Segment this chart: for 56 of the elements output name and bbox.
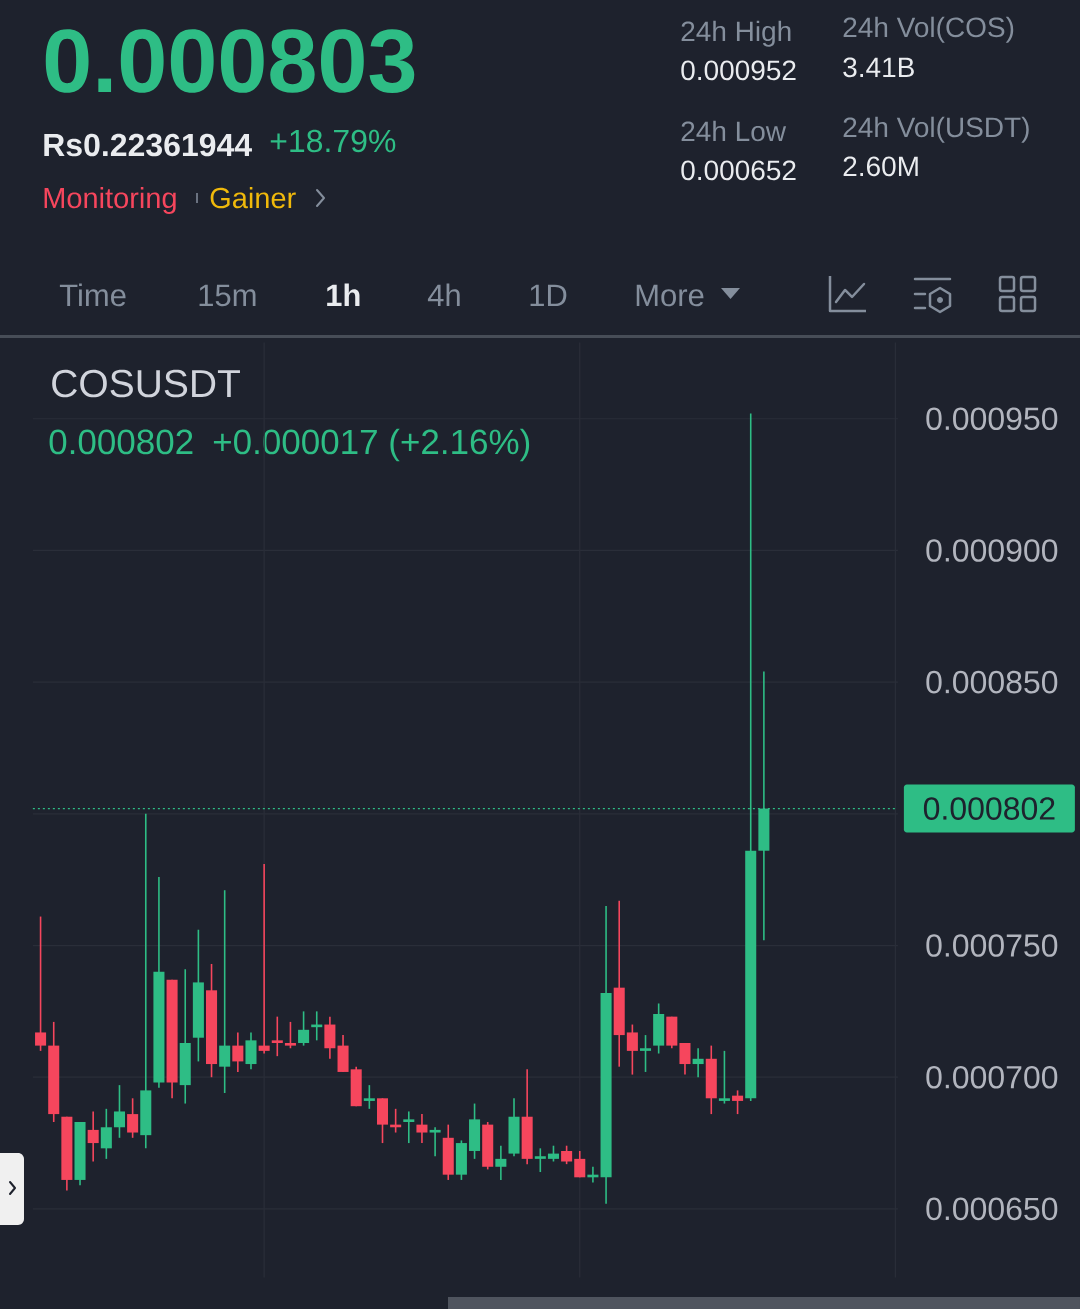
candlestick — [626, 1023, 638, 1076]
candlestick — [495, 1144, 507, 1181]
text: 24h High — [681, 20, 791, 47]
y-tick-label: 0.000700 — [926, 1065, 1058, 1089]
text: +18.79% — [270, 129, 396, 153]
candlestick — [100, 1108, 112, 1160]
candlestick — [271, 1015, 283, 1057]
y-tick-label: 0.000900 — [926, 539, 1058, 562]
candlestick — [113, 1084, 125, 1139]
text: 15m — [199, 284, 256, 307]
candlestick — [284, 1021, 296, 1050]
annotation: 0.000802 — [49, 429, 193, 455]
text: 0.000952 — [681, 60, 796, 81]
text: 2.60M — [843, 156, 918, 177]
candlestick — [732, 1089, 744, 1115]
candlestick — [561, 1144, 573, 1165]
text: Gainer — [210, 186, 296, 209]
candlestick — [324, 1015, 336, 1060]
candlestick — [245, 1031, 257, 1071]
text: 1D — [530, 284, 567, 306]
annotation: +0.000017 (+2.16%) — [213, 428, 530, 462]
text: COSUSDT — [52, 369, 240, 398]
text: Rs0.22361944 — [44, 133, 252, 157]
text: 24h Vol(COS) — [843, 16, 1014, 43]
text: 3.41B — [843, 57, 914, 78]
text: 4h — [427, 283, 460, 306]
y-tick-label: 0.000650 — [926, 1197, 1058, 1221]
text: 24h Low — [681, 120, 787, 142]
text: 0.000803 — [45, 29, 415, 93]
candlestick — [219, 889, 231, 1094]
text: Monitoring — [44, 186, 176, 215]
y-tick-label: 0.000850 — [926, 670, 1058, 694]
candlestick — [640, 1034, 652, 1073]
candlestick — [35, 915, 47, 1052]
candlestick — [127, 1097, 139, 1139]
y-tick-label: 0.000950 — [926, 407, 1058, 431]
candlestick — [87, 1110, 99, 1163]
candlestick — [258, 863, 270, 1055]
candlestick — [232, 1031, 244, 1073]
candlestick — [718, 1050, 730, 1105]
candlestick — [363, 1084, 375, 1110]
candlestick — [534, 1147, 546, 1173]
text: Time — [59, 283, 126, 307]
candlestick — [429, 1126, 441, 1158]
candlestick — [679, 1042, 691, 1076]
text: 0.000652 — [681, 160, 796, 181]
candlestick — [416, 1113, 428, 1144]
ref-line-label: 0.000802 — [923, 797, 1055, 820]
candlestick — [692, 1047, 704, 1079]
candlestick — [574, 1150, 586, 1179]
candlestick — [298, 1010, 310, 1047]
text: More — [636, 284, 704, 307]
text: 1h — [327, 283, 360, 306]
candlestick — [403, 1110, 415, 1144]
y-tick-label: 0.000750 — [926, 934, 1058, 957]
text: 24h Vol(USDT) — [843, 116, 1029, 143]
